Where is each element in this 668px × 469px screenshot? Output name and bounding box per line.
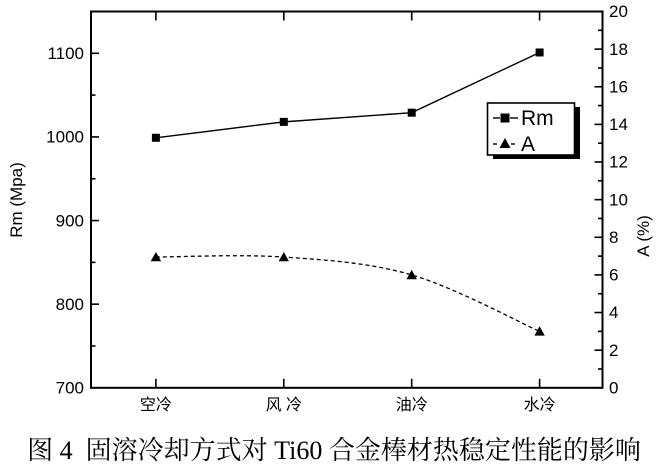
svg-text:2: 2 [609,341,618,360]
svg-text:1100: 1100 [47,44,84,63]
svg-text:12: 12 [609,153,628,172]
svg-text:20: 20 [609,2,628,21]
svg-text:Rm (Mpa): Rm (Mpa) [7,162,26,238]
svg-text:4: 4 [609,303,618,322]
svg-text:8: 8 [609,228,618,247]
svg-text:Rm: Rm [521,107,554,130]
svg-text:900: 900 [56,211,84,230]
svg-text:10: 10 [609,190,628,209]
svg-text:油冷: 油冷 [396,396,428,414]
svg-text:18: 18 [609,40,628,59]
svg-text:1000: 1000 [46,128,84,147]
svg-text:0: 0 [609,379,618,398]
svg-text:A (%): A (%) [634,215,653,257]
svg-text:6: 6 [609,266,618,285]
svg-text:空冷: 空冷 [140,396,172,414]
svg-text:14: 14 [609,115,628,134]
svg-text:800: 800 [56,295,84,314]
svg-text:700: 700 [56,379,84,398]
svg-text:水冷: 水冷 [524,396,556,414]
svg-text:16: 16 [609,77,628,96]
svg-text:风 冷: 风 冷 [266,396,302,414]
svg-text:A: A [521,133,535,156]
